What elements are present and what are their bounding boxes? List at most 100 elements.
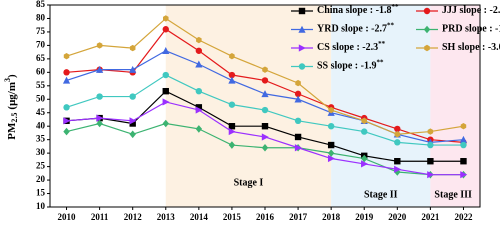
marker xyxy=(460,141,467,149)
marker xyxy=(228,127,236,136)
marker xyxy=(427,141,434,149)
x-tick-label: 2011 xyxy=(91,212,109,222)
x-tick-label: 2015 xyxy=(223,212,242,222)
marker xyxy=(294,117,302,125)
marker xyxy=(196,36,202,44)
marker xyxy=(294,144,302,152)
marker xyxy=(96,93,103,100)
marker xyxy=(162,46,170,54)
marker xyxy=(96,119,103,128)
y-tick-label: 35 xyxy=(36,134,46,144)
marker xyxy=(394,131,401,138)
stage-label: Stage III xyxy=(434,189,472,200)
y-tick-label: 75 xyxy=(36,26,46,36)
marker xyxy=(327,154,335,163)
marker xyxy=(261,77,269,84)
marker xyxy=(195,47,203,54)
marker xyxy=(295,79,301,87)
y-tick-label: 40 xyxy=(36,120,46,130)
marker xyxy=(63,127,70,136)
legend-label: PRD slope : -1.8** xyxy=(442,21,500,35)
marker xyxy=(327,149,335,157)
marker xyxy=(195,106,203,114)
legend-label: SS slope : -1.9** xyxy=(317,58,384,72)
legend-name: PRD slope : -1.8 xyxy=(442,24,500,35)
marker xyxy=(162,15,169,22)
marker xyxy=(129,65,137,73)
legend-label: SH slope : -3.0** xyxy=(442,40,500,54)
marker xyxy=(63,52,70,60)
marker xyxy=(328,106,334,114)
legend-significance: ** xyxy=(387,21,395,29)
legend-marker xyxy=(423,7,431,15)
legend-name: SH slope : -3.0 xyxy=(442,42,500,53)
y-tick-label: 80 xyxy=(36,13,46,23)
legend-name: China slope : -1.8 xyxy=(317,5,391,16)
stage-band xyxy=(430,5,480,207)
marker xyxy=(294,95,302,103)
marker xyxy=(96,65,104,73)
marker xyxy=(62,76,71,84)
marker xyxy=(394,125,401,133)
y-label-unit: (μg/m xyxy=(6,82,18,110)
legend-name: CS slope : -2.3 xyxy=(317,42,378,53)
marker xyxy=(63,104,70,111)
legend-marker xyxy=(298,44,306,52)
marker xyxy=(394,139,401,146)
legend-marker xyxy=(298,7,306,15)
legend-marker xyxy=(298,63,306,70)
marker xyxy=(129,120,136,127)
marker xyxy=(162,98,170,106)
stage-label: Stage II xyxy=(364,189,398,200)
marker xyxy=(96,114,104,122)
marker xyxy=(162,87,169,95)
x-tick-label: 2021 xyxy=(421,212,440,222)
marker xyxy=(129,93,136,100)
marker xyxy=(459,135,468,143)
x-tick-label: 2016 xyxy=(256,212,275,222)
stage-label: Stage I xyxy=(234,177,264,188)
marker xyxy=(294,90,302,98)
y-tick-label: 70 xyxy=(36,39,46,49)
legend-significance: ** xyxy=(391,3,399,11)
x-tick-label: 2010 xyxy=(58,212,77,222)
stage-backgrounds: Stage I Stage II Stage III xyxy=(165,5,480,207)
y-axis-label: PM2.5 (μg/m3) xyxy=(3,74,19,140)
marker xyxy=(327,123,335,130)
marker xyxy=(262,66,268,73)
y-tick-label: 85 xyxy=(36,0,46,9)
marker xyxy=(261,143,269,152)
marker xyxy=(228,123,236,130)
marker xyxy=(327,141,335,149)
marker xyxy=(361,117,368,125)
y-label-sub: 2.5 xyxy=(10,113,19,123)
marker xyxy=(228,141,236,149)
marker xyxy=(195,125,203,133)
legend-label: JJJ slope : -2.8** xyxy=(442,3,500,17)
marker xyxy=(427,158,434,165)
legend-name: YRD slope : -2.7 xyxy=(317,24,387,35)
marker xyxy=(63,69,70,76)
marker xyxy=(162,119,169,128)
y-tick-label: 55 xyxy=(36,80,46,90)
stage-band xyxy=(331,5,431,207)
y-tick-label: 45 xyxy=(36,107,46,117)
y-label-close: ) xyxy=(6,74,18,78)
y-tick-label: 60 xyxy=(36,66,46,76)
x-tick-label: 2019 xyxy=(355,212,374,222)
plot xyxy=(62,15,468,179)
marker xyxy=(162,26,169,33)
marker xyxy=(228,101,236,108)
y-tick-label: 65 xyxy=(36,53,46,63)
y-tick-label: 15 xyxy=(36,188,46,198)
x-tick-label: 2022 xyxy=(454,212,473,222)
marker xyxy=(394,158,401,165)
marker xyxy=(261,90,269,98)
marker xyxy=(361,128,368,135)
marker xyxy=(361,160,369,168)
y-tick-label: 10 xyxy=(36,201,46,211)
legend-label: CS slope : -2.3** xyxy=(317,40,386,54)
y-label-sup: 3 xyxy=(3,78,12,82)
x-tick-label: 2020 xyxy=(388,212,407,222)
marker xyxy=(427,171,435,179)
